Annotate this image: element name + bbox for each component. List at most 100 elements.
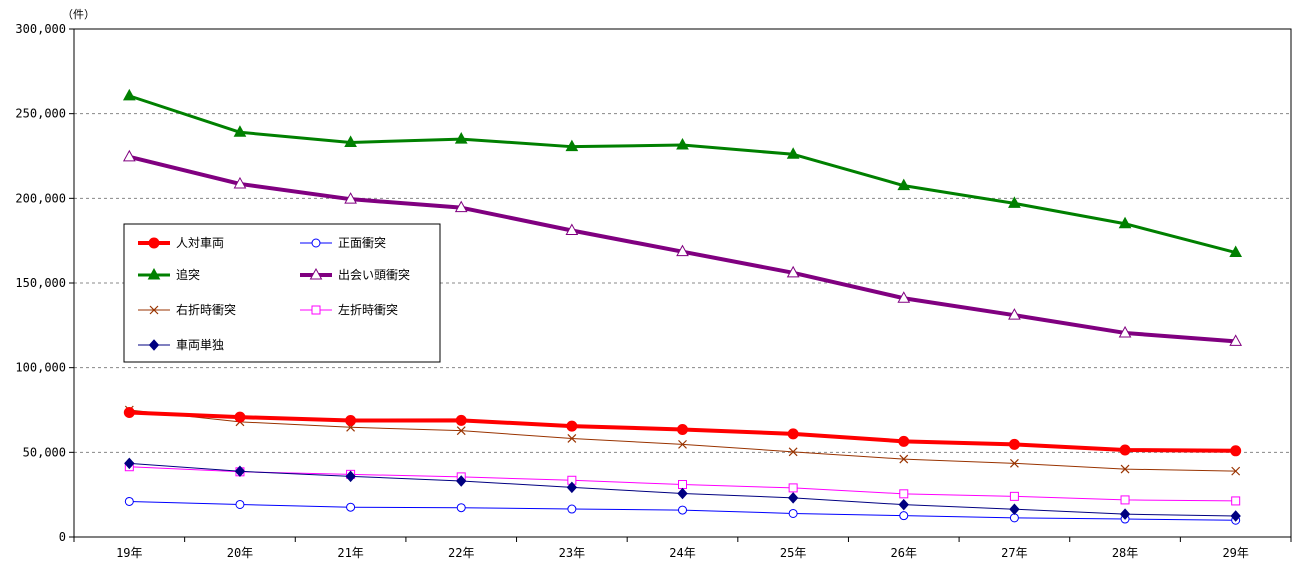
legend-label: 正面衝突 bbox=[338, 235, 386, 250]
data-point bbox=[1008, 438, 1020, 450]
data-point bbox=[1229, 334, 1243, 346]
y-tick-label: 300,000 bbox=[15, 22, 66, 36]
data-point bbox=[455, 414, 467, 426]
legend-swatch-marker bbox=[311, 305, 321, 315]
gridlines bbox=[74, 113, 1291, 453]
x-tick-label: 25年 bbox=[780, 546, 806, 560]
data-point bbox=[676, 137, 689, 150]
data-point bbox=[233, 176, 247, 189]
data-point bbox=[346, 502, 356, 512]
data-point bbox=[124, 496, 134, 506]
legend-swatch-marker bbox=[149, 305, 159, 315]
legend-item: 左折時衝突 bbox=[300, 302, 398, 317]
x-tick-label: 22年 bbox=[448, 546, 474, 560]
series-3 bbox=[122, 88, 1243, 258]
x-tick-label: 26年 bbox=[891, 546, 917, 560]
data-point bbox=[565, 139, 579, 152]
data-point bbox=[678, 505, 687, 515]
data-point bbox=[1009, 491, 1019, 501]
data-point bbox=[676, 244, 689, 257]
data-point bbox=[1231, 496, 1241, 506]
legend-swatch-marker bbox=[147, 267, 161, 280]
data-point bbox=[1120, 495, 1130, 505]
series-2 bbox=[124, 496, 1241, 525]
data-point bbox=[1230, 445, 1242, 457]
data-point bbox=[123, 407, 135, 419]
data-point bbox=[1118, 216, 1132, 229]
x-tick-label: 19年 bbox=[116, 546, 142, 560]
legend-item: 正面衝突 bbox=[300, 235, 386, 250]
data-point bbox=[899, 489, 909, 499]
data-point bbox=[234, 465, 246, 478]
legend-item: 車両単独 bbox=[138, 338, 224, 352]
data-point bbox=[678, 439, 687, 449]
data-point bbox=[566, 420, 578, 432]
data-point bbox=[1229, 245, 1243, 258]
data-point bbox=[898, 435, 910, 447]
y-tick-label: 50,000 bbox=[23, 445, 66, 459]
data-point bbox=[788, 483, 798, 493]
data-point bbox=[456, 426, 466, 436]
series-4 bbox=[122, 149, 1243, 346]
data-point bbox=[233, 125, 247, 137]
legend-box bbox=[123, 223, 441, 363]
legend-item: 右折時衝突 bbox=[138, 302, 236, 317]
data-point bbox=[565, 223, 579, 236]
data-point bbox=[1009, 503, 1020, 515]
data-point bbox=[1009, 458, 1019, 468]
x-tick-label: 21年 bbox=[337, 546, 363, 560]
series-lines bbox=[122, 88, 1243, 525]
data-point bbox=[786, 265, 800, 278]
data-point bbox=[235, 499, 245, 509]
data-point bbox=[1119, 508, 1131, 520]
series-5 bbox=[124, 405, 1241, 476]
legend-swatch-marker bbox=[148, 339, 160, 351]
series-7 bbox=[124, 457, 1241, 522]
data-point bbox=[454, 200, 468, 213]
data-point bbox=[456, 503, 466, 513]
data-point bbox=[899, 511, 909, 521]
data-point bbox=[787, 428, 799, 440]
y-tick-label: 100,000 bbox=[15, 361, 66, 375]
legend-item: 人対車両 bbox=[138, 236, 224, 250]
x-tick-label: 20年 bbox=[227, 546, 253, 560]
data-point bbox=[1120, 464, 1130, 474]
data-point bbox=[897, 178, 911, 191]
data-point bbox=[898, 498, 909, 511]
data-point bbox=[454, 132, 468, 144]
legend-item: 追突 bbox=[138, 267, 200, 282]
data-point bbox=[897, 291, 911, 303]
data-point bbox=[234, 411, 246, 423]
data-point bbox=[566, 481, 578, 494]
data-point bbox=[1009, 513, 1019, 523]
data-point bbox=[567, 504, 577, 514]
y-tick-label: 0 bbox=[59, 530, 66, 544]
data-point bbox=[786, 147, 800, 159]
data-point bbox=[1008, 196, 1021, 208]
data-point bbox=[678, 480, 687, 490]
data-point bbox=[1118, 325, 1132, 338]
legend-label: 左折時衝突 bbox=[338, 302, 398, 317]
data-point bbox=[677, 423, 688, 435]
data-point bbox=[1008, 308, 1021, 320]
legend-swatch-marker bbox=[148, 237, 160, 249]
data-point bbox=[344, 135, 357, 147]
axes: 0 50,000 100,000 150,000 200,000 250,000 300,0… bbox=[15, 22, 1292, 560]
data-point bbox=[567, 434, 577, 443]
data-point bbox=[1230, 510, 1241, 522]
data-point bbox=[122, 149, 136, 162]
data-point bbox=[899, 454, 909, 464]
y-tick-label: 150,000 bbox=[15, 276, 66, 290]
data-point bbox=[344, 192, 357, 204]
legend-label: 人対車両 bbox=[176, 236, 224, 250]
data-point bbox=[1119, 444, 1131, 456]
x-tick-label: 28年 bbox=[1112, 546, 1138, 560]
data-point bbox=[788, 508, 798, 518]
data-point bbox=[1231, 466, 1241, 476]
data-point bbox=[456, 475, 467, 487]
legend-swatch-marker bbox=[311, 238, 321, 248]
legend-label: 追突 bbox=[176, 267, 200, 282]
data-point bbox=[124, 457, 135, 470]
data-point bbox=[677, 487, 688, 500]
